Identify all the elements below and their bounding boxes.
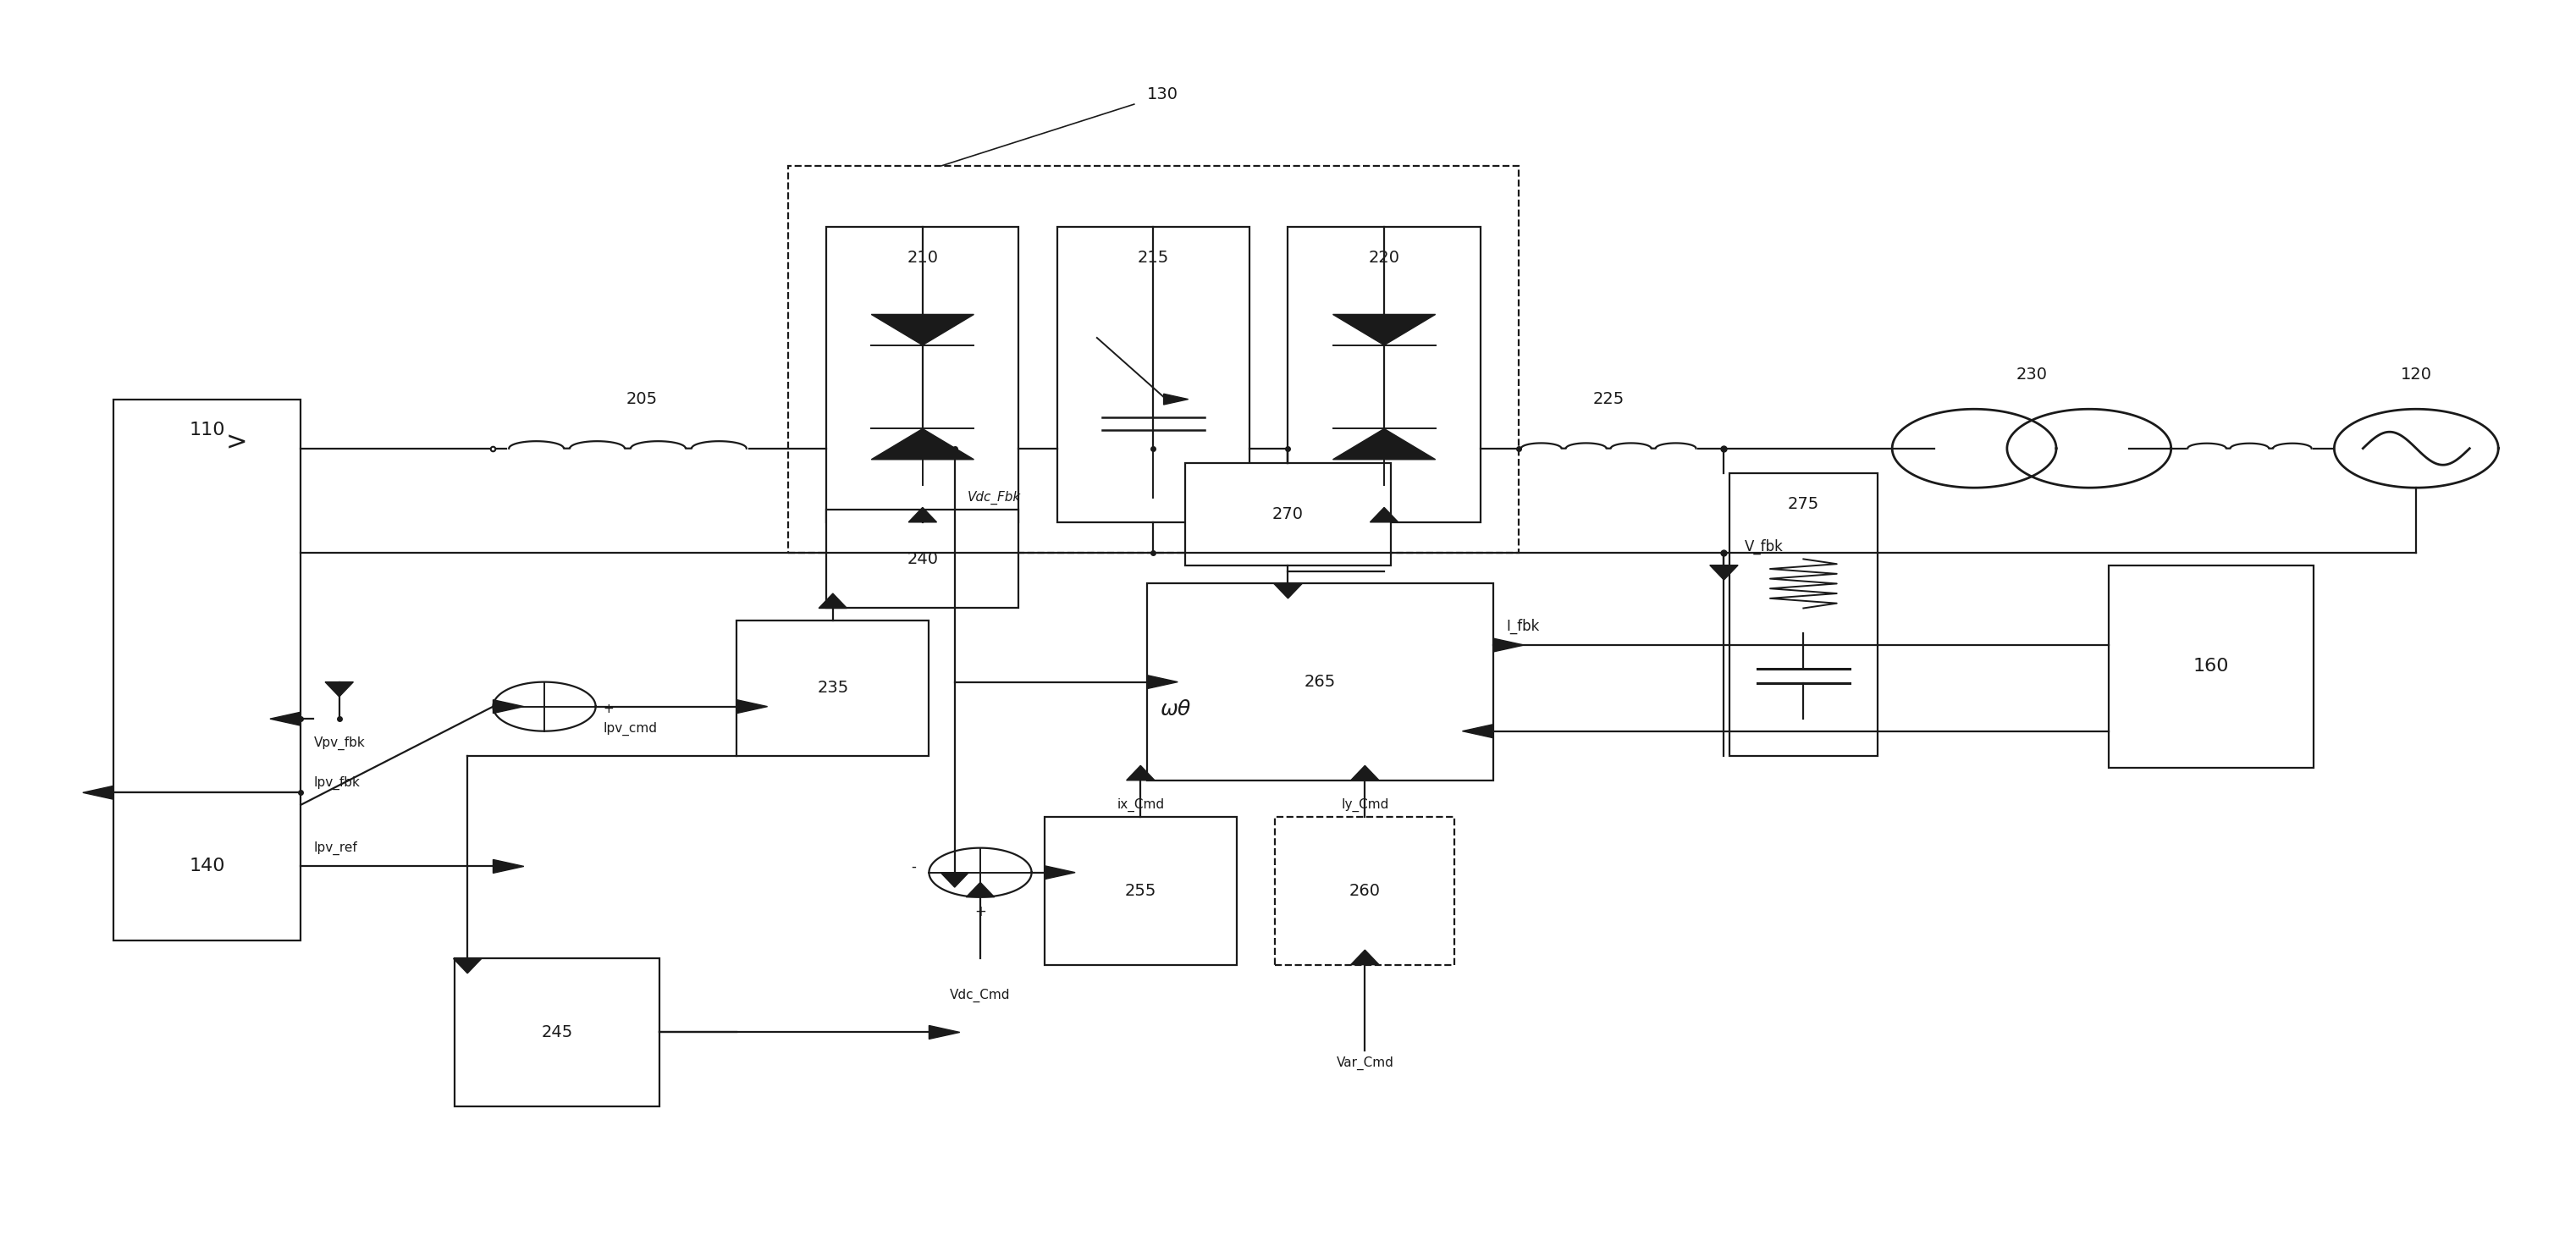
Text: 235: 235 xyxy=(817,680,848,696)
Text: Var_Cmd: Var_Cmd xyxy=(1337,1056,1394,1070)
Text: 275: 275 xyxy=(1788,495,1819,511)
Polygon shape xyxy=(492,700,523,714)
Bar xyxy=(453,958,659,1106)
Text: ix_Cmd: ix_Cmd xyxy=(1118,798,1164,812)
Text: $\omega\theta$: $\omega\theta$ xyxy=(1159,699,1193,720)
Polygon shape xyxy=(1350,949,1378,964)
Bar xyxy=(1288,227,1481,522)
Polygon shape xyxy=(1332,314,1435,345)
Text: Ipv_cmd: Ipv_cmd xyxy=(603,722,657,736)
Polygon shape xyxy=(82,786,113,799)
Text: 220: 220 xyxy=(1368,249,1399,266)
Polygon shape xyxy=(871,428,974,459)
Text: -: - xyxy=(912,859,917,874)
Bar xyxy=(2110,565,2313,768)
Bar xyxy=(1056,227,1249,522)
Text: 240: 240 xyxy=(907,551,938,567)
Text: Iy_Cmd: Iy_Cmd xyxy=(1342,798,1388,812)
Text: 205: 205 xyxy=(626,391,657,407)
Bar xyxy=(1043,817,1236,964)
Polygon shape xyxy=(909,508,938,522)
Polygon shape xyxy=(966,882,994,897)
Polygon shape xyxy=(492,860,523,874)
Bar xyxy=(1275,817,1455,964)
Text: I_fbk: I_fbk xyxy=(1507,619,1540,634)
Text: 255: 255 xyxy=(1126,882,1157,898)
Bar xyxy=(1728,473,1878,756)
Bar xyxy=(113,793,301,941)
Text: Ipv_ref: Ipv_ref xyxy=(314,841,358,855)
Polygon shape xyxy=(1463,725,1494,738)
Text: 110: 110 xyxy=(188,422,224,438)
Bar xyxy=(737,620,930,756)
Polygon shape xyxy=(1126,766,1154,781)
Polygon shape xyxy=(325,683,353,696)
Text: 265: 265 xyxy=(1303,674,1337,690)
Polygon shape xyxy=(930,1025,961,1039)
Text: 245: 245 xyxy=(541,1024,572,1040)
Text: 260: 260 xyxy=(1350,882,1381,898)
Polygon shape xyxy=(1332,428,1435,459)
Polygon shape xyxy=(453,958,482,973)
Text: +: + xyxy=(603,702,613,715)
Polygon shape xyxy=(1350,766,1378,781)
Text: +: + xyxy=(974,905,987,920)
Polygon shape xyxy=(737,700,768,714)
Bar xyxy=(1146,583,1494,781)
Text: Vdc_Fbk: Vdc_Fbk xyxy=(969,490,1020,504)
Polygon shape xyxy=(1043,866,1074,880)
Polygon shape xyxy=(1710,565,1739,580)
Text: 120: 120 xyxy=(2401,366,2432,382)
Bar xyxy=(827,227,1018,522)
Text: 225: 225 xyxy=(1592,391,1625,407)
Bar xyxy=(1185,463,1391,565)
Text: 215: 215 xyxy=(1139,249,1170,266)
Text: 270: 270 xyxy=(1273,506,1303,522)
Text: Vpv_fbk: Vpv_fbk xyxy=(314,737,366,751)
Polygon shape xyxy=(940,872,969,887)
Polygon shape xyxy=(819,593,848,608)
Text: 210: 210 xyxy=(907,249,938,266)
Bar xyxy=(827,510,1018,608)
Polygon shape xyxy=(270,712,301,726)
Text: 230: 230 xyxy=(2017,366,2048,382)
Polygon shape xyxy=(1275,583,1301,598)
Text: 140: 140 xyxy=(188,858,224,875)
Polygon shape xyxy=(1164,393,1188,405)
Polygon shape xyxy=(1146,675,1177,689)
Polygon shape xyxy=(1494,638,1525,652)
Polygon shape xyxy=(871,314,974,345)
Polygon shape xyxy=(1370,508,1399,522)
Text: 160: 160 xyxy=(2192,658,2228,675)
Bar xyxy=(113,400,301,793)
Text: Vdc_Cmd: Vdc_Cmd xyxy=(951,989,1010,1003)
Text: 130: 130 xyxy=(1146,87,1177,103)
Text: V_fbk: V_fbk xyxy=(1744,539,1783,555)
Bar xyxy=(788,166,1520,553)
Text: >: > xyxy=(227,429,247,454)
Text: Ipv_fbk: Ipv_fbk xyxy=(314,776,361,789)
